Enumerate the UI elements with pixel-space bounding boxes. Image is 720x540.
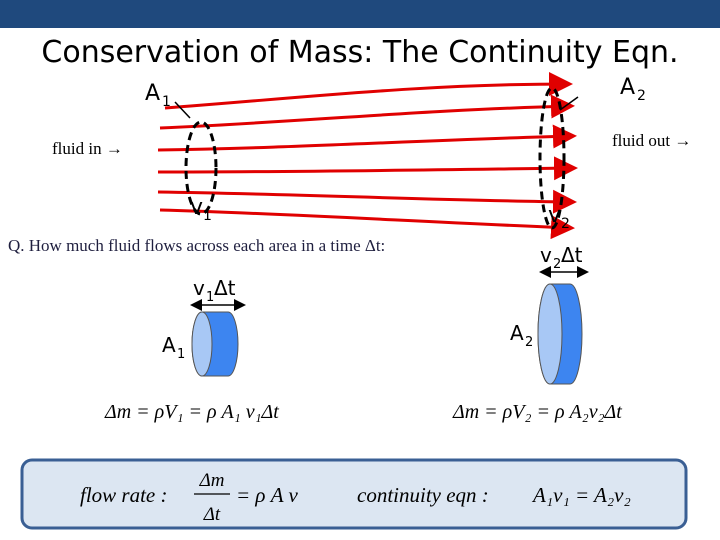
velocity-sub: 1 [203,208,212,224]
area-left-outline [184,120,218,216]
fluid-out: fluid out → [612,131,691,150]
area-label: A [162,333,176,357]
flow-rate-label: flow rate : [80,483,168,507]
title: Conservation of Mass: The Continuity Eqn… [41,35,678,70]
equation: Δm = ρV₂ = ρ A₂v₂Δt [452,401,622,423]
area-sub: 1 [177,347,185,362]
slab-face [191,311,213,377]
width-label: v [540,243,552,267]
area-label: A [510,321,524,345]
width-label: v [193,276,205,300]
velocity-sub: 2 [561,216,570,232]
flow-rate-rhs: = ρ A v [236,483,298,507]
area-sub: 2 [637,88,646,104]
width-suffix: Δt [561,243,583,267]
area-right-outline [538,86,566,230]
fraction-numerator: Δm [199,470,225,491]
equation: Δm = ρV₁ = ρ A₁ v₁Δt [104,401,279,423]
pointer [559,96,579,111]
width-suffix: Δt [214,276,236,300]
fluid-in: fluid in → [52,139,123,158]
summary-box [20,458,688,530]
width-sub: 1 [206,290,214,305]
velocity-label: v [548,203,561,228]
area-sub: 2 [525,335,533,350]
area-label: A [145,81,160,106]
width-sub: 2 [553,257,561,272]
area-sub: 1 [162,94,171,110]
area-label: A [620,75,635,100]
fraction-denominator: Δt [203,504,221,525]
slab-face [537,283,563,385]
pointer [174,101,191,119]
continuity-label: continuity eqn : [357,483,489,507]
question: Q. How much fluid flows across each area… [8,236,385,255]
continuity-equation: A₁v₁ = A₂v₂ [531,483,631,507]
velocity-label: v [190,195,203,220]
top-bar [0,0,720,28]
